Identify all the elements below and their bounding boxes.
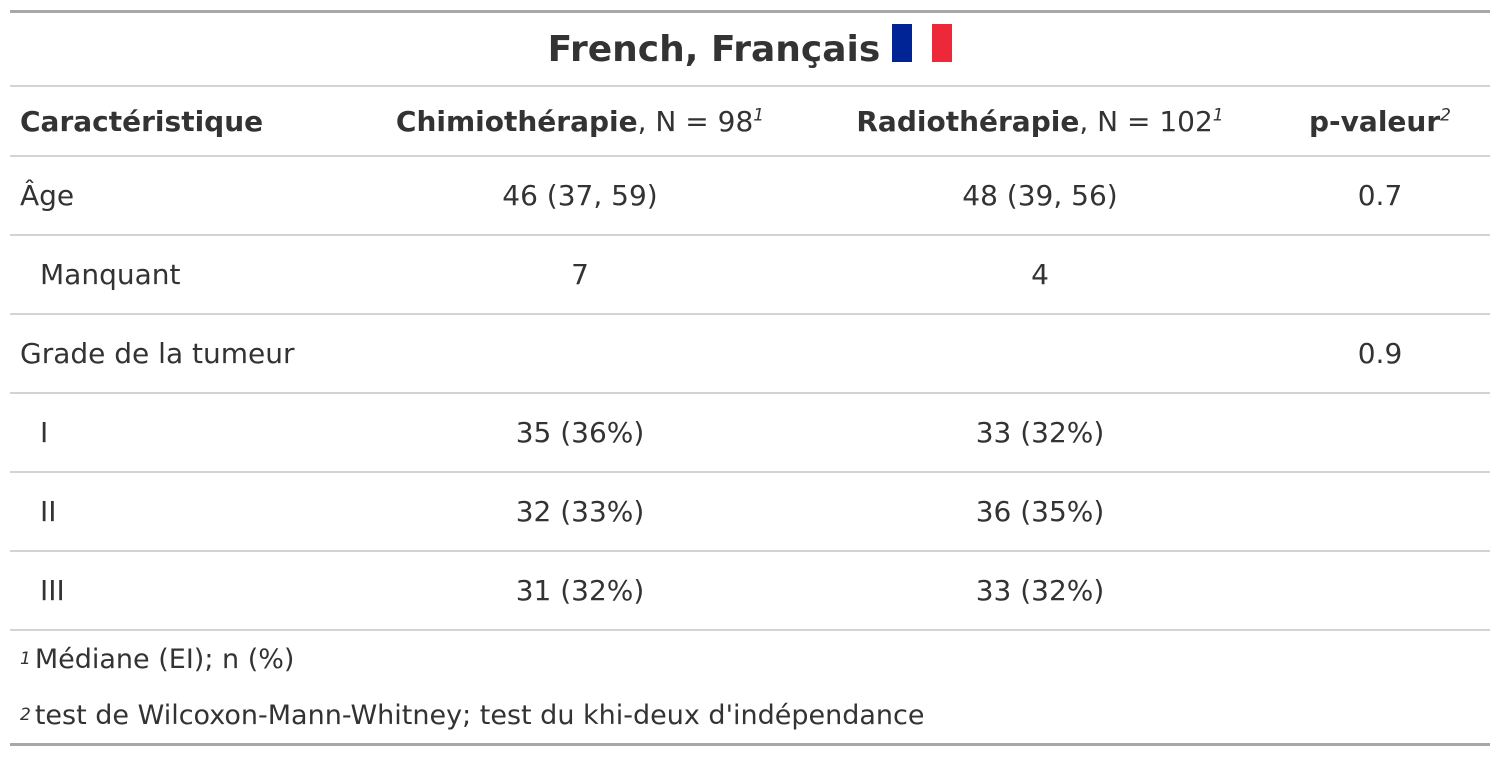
header-radiotherapy-n: , N = 102 xyxy=(1079,104,1213,138)
row-label: II xyxy=(40,495,57,528)
header-chemotherapy-n: , N = 98 xyxy=(637,104,754,138)
table-title: French, Français xyxy=(10,13,1490,85)
table-title-text: French, Français xyxy=(547,28,881,70)
footnote-2: 2 test de Wilcoxon-Mann-Whitney; test du … xyxy=(20,699,925,731)
table-row-grade-i: I 35 (36%) 33 (32%) xyxy=(10,394,1490,471)
table-row-grade: Grade de la tumeur 0.9 xyxy=(10,315,1490,392)
top-rule xyxy=(10,10,1490,13)
cell-chemotherapy: 31 (32%) xyxy=(515,574,645,607)
row-label: Grade de la tumeur xyxy=(20,337,295,370)
footnote-mark: 1 xyxy=(1212,105,1224,126)
cell-chemotherapy: 46 (37, 59) xyxy=(502,179,658,212)
header-rule xyxy=(10,155,1490,157)
row-label: Âge xyxy=(20,179,75,212)
cell-radiotherapy: 4 xyxy=(1031,258,1049,291)
cell-radiotherapy: 36 (35%) xyxy=(975,495,1105,528)
header-pvalue-label: p-valeur xyxy=(1309,104,1441,138)
cell-radiotherapy: 33 (32%) xyxy=(975,416,1105,449)
header-characteristic: Caractéristique xyxy=(20,104,264,138)
cell-chemotherapy: 35 (36%) xyxy=(515,416,645,449)
cell-chemotherapy: 32 (33%) xyxy=(515,495,645,528)
row-label: I xyxy=(40,416,49,449)
cell-pvalue: 0.7 xyxy=(1357,179,1403,212)
footnote-text: test de Wilcoxon-Mann-Whitney; test du k… xyxy=(34,699,925,731)
footnote-mark: 2 xyxy=(1440,105,1451,126)
summary-table: French, Français Caractéristique Chimiot… xyxy=(10,10,1490,746)
cell-radiotherapy: 48 (39, 56) xyxy=(962,179,1118,212)
title-rule xyxy=(10,85,1490,87)
cell-pvalue: 0.9 xyxy=(1357,337,1403,370)
table-row-missing: Manquant 7 4 xyxy=(10,236,1490,313)
cell-radiotherapy: 33 (32%) xyxy=(975,574,1105,607)
header-radiotherapy: Radiothérapie, N = 1021 xyxy=(810,105,1270,138)
table-row-age: Âge 46 (37, 59) 48 (39, 56) 0.7 xyxy=(10,157,1490,234)
table-row-grade-ii: II 32 (33%) 36 (35%) xyxy=(10,473,1490,550)
row-label: III xyxy=(40,574,65,607)
table-row-grade-iii: III 31 (32%) 33 (32%) xyxy=(10,552,1490,629)
row-label: Manquant xyxy=(40,258,181,291)
header-radiotherapy-name: Radiothérapie xyxy=(856,104,1080,138)
cell-chemotherapy: 7 xyxy=(571,258,589,291)
header-row: Caractéristique Chimiothérapie, N = 981 … xyxy=(10,87,1490,155)
body-bottom-rule xyxy=(10,629,1490,631)
header-pvalue: p-valeur2 xyxy=(1270,105,1490,138)
footnote-1: 1 Médiane (EI); n (%) xyxy=(20,643,295,675)
header-chemotherapy: Chimiothérapie, N = 981 xyxy=(350,105,810,138)
french-flag-icon xyxy=(892,24,953,62)
bottom-rule xyxy=(10,743,1490,746)
footnote-text: Médiane (EI); n (%) xyxy=(34,643,295,675)
header-chemotherapy-name: Chimiothérapie xyxy=(395,104,638,138)
footnote-mark: 1 xyxy=(753,105,765,126)
